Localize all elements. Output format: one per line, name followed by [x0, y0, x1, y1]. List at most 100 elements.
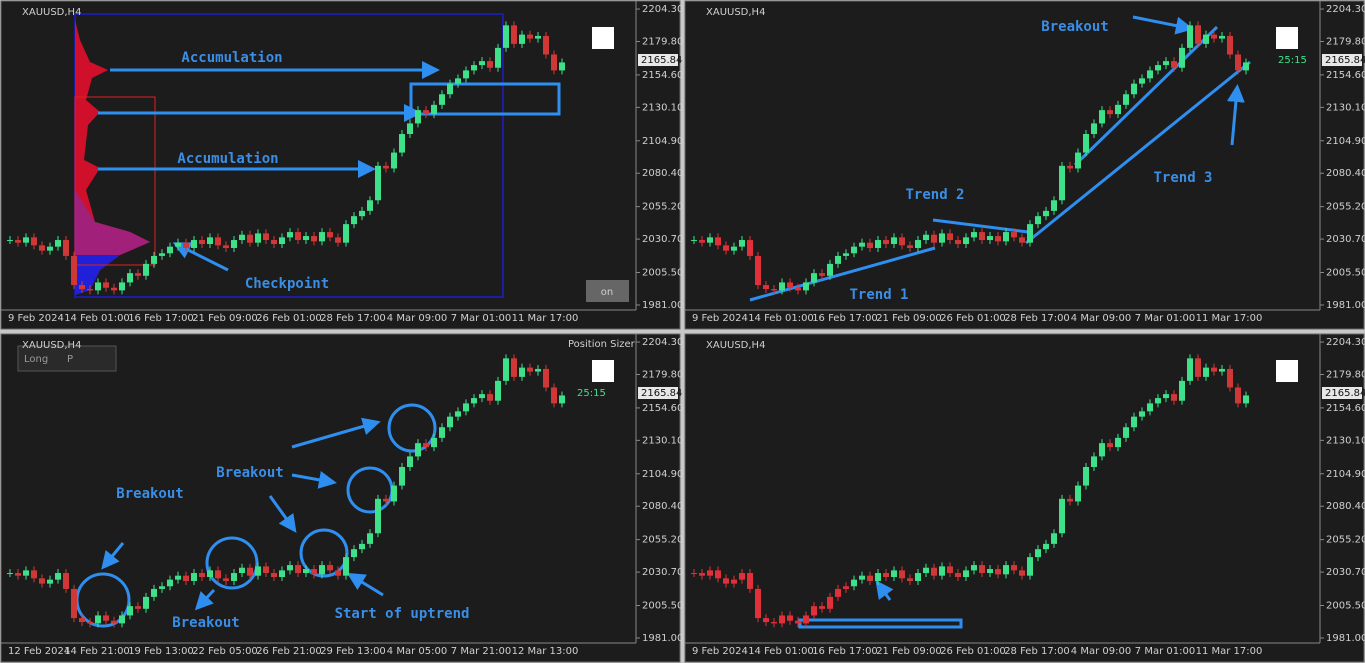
candle-body	[263, 566, 269, 574]
candle-body	[707, 570, 713, 576]
candle-body	[1003, 565, 1009, 575]
candle-body	[1131, 83, 1137, 95]
time-label: 7 Mar 01:00	[1135, 646, 1195, 657]
candle-body	[939, 233, 945, 243]
current-price-box	[638, 387, 678, 400]
candle-body	[415, 110, 421, 124]
candle-body	[7, 240, 13, 242]
panel-bg	[0, 333, 681, 663]
candle-body	[287, 565, 293, 571]
price-tick-label: 2030.70	[642, 567, 683, 578]
price-tick-label: 1981.00	[1326, 300, 1365, 311]
panel-bg	[0, 0, 681, 330]
candle-body	[535, 35, 541, 39]
candle-body	[1219, 35, 1225, 39]
candle-body	[495, 47, 501, 68]
chart-panel: XAUUSD,H4 2204.30 2179.80 2154.60 2130.10 210…	[0, 0, 683, 330]
candle-body	[739, 573, 745, 580]
candle-body	[95, 282, 101, 291]
candle-body	[1027, 557, 1033, 576]
candle-body	[295, 232, 301, 241]
candle-body	[303, 236, 309, 241]
icon-button[interactable]	[592, 27, 614, 49]
candle-body	[1203, 34, 1209, 44]
on-button[interactable]	[586, 280, 629, 302]
candle-body	[175, 575, 181, 580]
candle-body	[1139, 411, 1145, 417]
button-label[interactable]: on	[601, 287, 613, 298]
candle-body	[447, 83, 453, 95]
time-label: 16 Feb 17:00	[812, 646, 878, 657]
panel-tab[interactable]: P	[67, 354, 73, 365]
candle-body	[1107, 443, 1113, 448]
time-label: 4 Mar 05:00	[387, 646, 447, 657]
trend-line	[749, 246, 936, 302]
icon-button[interactable]	[1276, 360, 1298, 382]
icon-button[interactable]	[592, 360, 614, 382]
candle-body	[987, 236, 993, 241]
panel-bg	[684, 0, 1365, 330]
bar-timer: 25:15	[577, 388, 606, 399]
zone-box	[798, 618, 963, 629]
candle-body	[15, 573, 21, 576]
candle-body	[327, 232, 333, 238]
candle-body	[303, 569, 309, 574]
candle-body	[407, 123, 413, 135]
candle-body	[183, 242, 189, 248]
current-price-box	[1322, 387, 1362, 400]
candle-body	[351, 549, 357, 558]
price-tick-label: 2005.50	[1326, 600, 1365, 611]
candle-body	[479, 61, 485, 66]
candle-body	[1067, 165, 1073, 169]
price-tick-label: 2104.90	[642, 136, 683, 147]
candle-body	[343, 557, 349, 576]
candle-body	[1203, 367, 1209, 377]
candle-body	[1019, 570, 1025, 576]
candle-body	[1011, 232, 1017, 238]
candle-body	[811, 273, 817, 283]
trend-line	[932, 218, 1029, 234]
icon-button[interactable]	[1276, 27, 1298, 49]
price-tick-label: 2154.60	[642, 403, 683, 414]
time-label: 14 Feb 01:00	[748, 313, 814, 324]
candle-body	[771, 622, 777, 624]
candle-body	[843, 253, 849, 256]
candle-body	[463, 70, 469, 79]
candle-body	[755, 255, 761, 286]
candle-body	[963, 570, 969, 578]
candle-body	[1115, 437, 1121, 448]
bar-timer: 25:15	[1278, 55, 1307, 66]
candle-body	[875, 240, 881, 248]
candle-body	[39, 245, 45, 251]
candle-body	[883, 573, 889, 578]
candle-body	[519, 34, 525, 44]
candle-body	[691, 240, 697, 242]
candle-body	[31, 570, 37, 579]
position-sizer-panel[interactable]	[17, 345, 117, 372]
candle-body	[359, 210, 365, 217]
time-label: 16 Feb 17:00	[812, 313, 878, 324]
candle-body	[383, 165, 389, 169]
candle-body	[87, 289, 93, 291]
candle-body	[971, 565, 977, 571]
candle-body	[1011, 565, 1017, 571]
candle-body	[1051, 533, 1057, 544]
arrow	[875, 580, 894, 601]
price-tick-label: 2154.60	[1326, 403, 1365, 414]
candle-body	[359, 543, 365, 550]
price-tick-label: 2104.90	[642, 469, 683, 480]
candle-body	[151, 588, 157, 597]
time-label: 26 Feb 01:00	[940, 646, 1006, 657]
volume-profile	[75, 190, 150, 255]
price-tick-label: 1981.00	[1326, 633, 1365, 644]
candle-body	[335, 570, 341, 576]
candle-body	[135, 606, 141, 609]
candle-body	[819, 606, 825, 609]
trade-mode[interactable]: Long	[24, 354, 48, 365]
candle-body	[271, 240, 277, 245]
time-label: 12 Mar 13:00	[512, 646, 579, 657]
candle-body	[135, 273, 141, 276]
candle-body	[1147, 403, 1153, 412]
arrow	[1132, 15, 1194, 35]
candle-body	[191, 240, 197, 248]
